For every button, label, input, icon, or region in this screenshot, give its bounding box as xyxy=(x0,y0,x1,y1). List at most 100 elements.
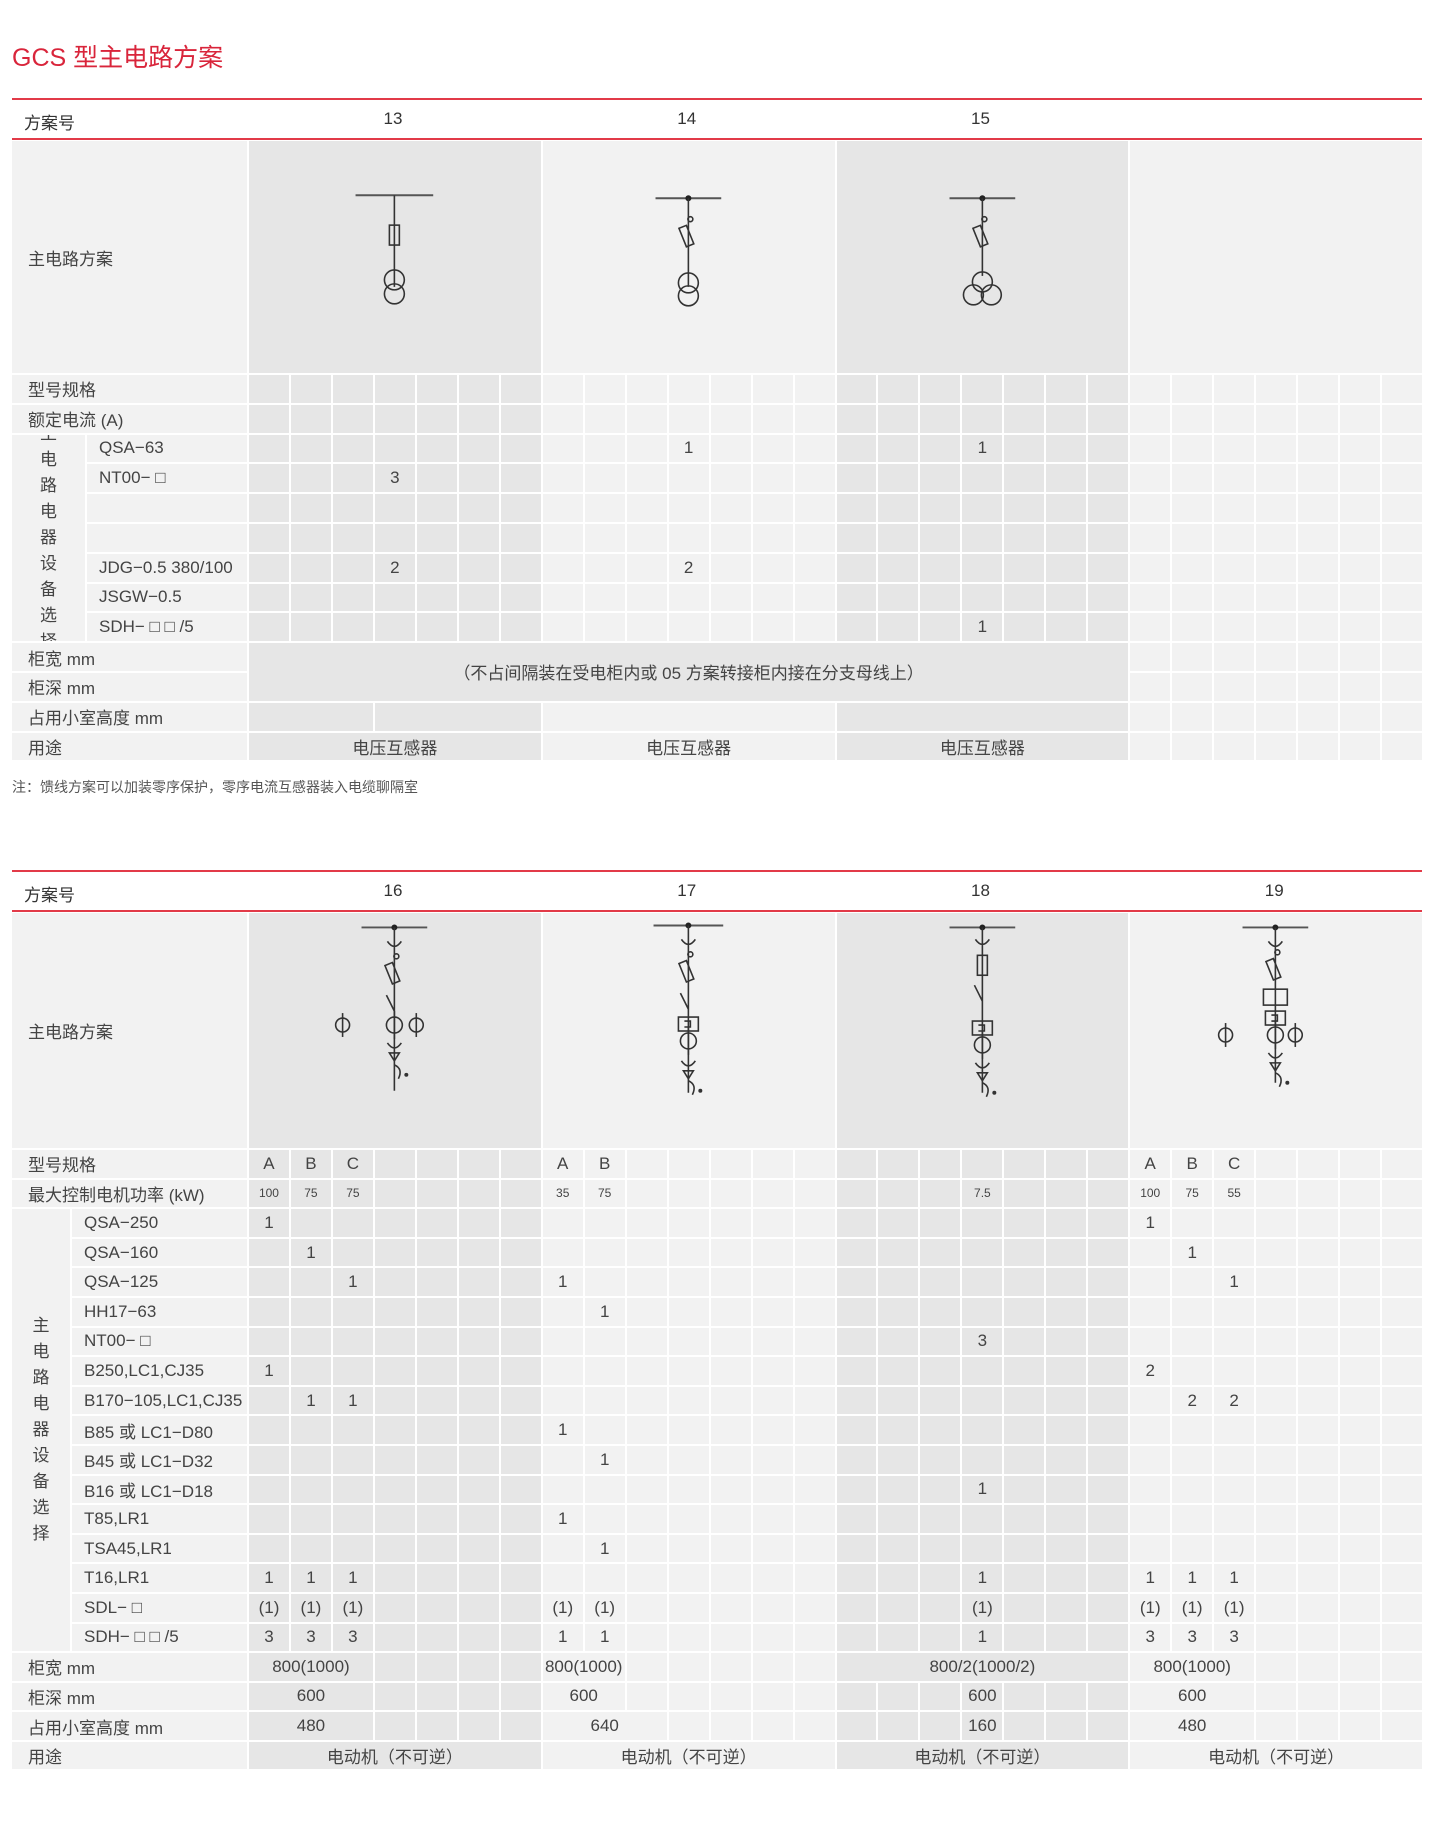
empty-cell xyxy=(836,702,1129,731)
empty-cell xyxy=(836,1268,877,1296)
value-cell: 电动机（不可逆） xyxy=(836,1741,1129,1770)
empty-cell xyxy=(1298,1653,1339,1681)
empty-cell xyxy=(249,1534,289,1563)
empty-cell xyxy=(1298,1179,1339,1208)
empty-cell xyxy=(1256,1416,1297,1444)
row-sublabel xyxy=(87,523,247,552)
empty-cell xyxy=(920,1386,961,1415)
empty-cell xyxy=(794,464,835,493)
empty-cell xyxy=(1046,434,1087,463)
empty-cell xyxy=(878,494,919,522)
empty-cell xyxy=(290,1534,331,1563)
empty-cell xyxy=(249,523,289,552)
empty-cell xyxy=(1340,1416,1381,1444)
empty-cell xyxy=(920,1209,961,1237)
empty-cell xyxy=(1298,1593,1339,1622)
row-label: 用途 xyxy=(12,1741,247,1770)
empty-cell xyxy=(500,1682,541,1711)
empty-cell xyxy=(1172,404,1213,433)
empty-cell xyxy=(500,1238,541,1267)
empty-cell xyxy=(752,1623,793,1652)
empty-cell xyxy=(668,1238,709,1267)
empty-cell xyxy=(1004,434,1045,463)
group-label: 主电路电器设备选择 xyxy=(12,1209,70,1652)
empty-cell xyxy=(1382,1179,1422,1208)
empty-cell xyxy=(542,702,835,731)
scheme-number: 19 xyxy=(1264,881,1284,900)
value-cell: (1) xyxy=(584,1593,625,1622)
empty-cell xyxy=(710,1564,751,1592)
empty-cell xyxy=(626,1445,667,1474)
empty-cell xyxy=(584,434,625,463)
value-cell: 电动机（不可逆） xyxy=(249,1741,541,1770)
empty-cell xyxy=(249,553,289,582)
value-cell: 1 xyxy=(249,1209,289,1237)
empty-cell xyxy=(1088,1712,1129,1740)
empty-cell xyxy=(836,404,877,433)
row-sublabel: NT00− □ xyxy=(87,464,247,493)
empty-cell xyxy=(374,1416,415,1444)
empty-cell xyxy=(1004,1209,1045,1237)
empty-cell xyxy=(836,1564,877,1592)
empty-cell xyxy=(794,1475,835,1504)
empty-cell xyxy=(584,404,625,433)
value-cell: 2 xyxy=(1172,1386,1213,1415)
empty-cell xyxy=(374,523,415,552)
empty-cell xyxy=(1088,613,1129,642)
empty-cell xyxy=(794,375,835,403)
empty-cell xyxy=(416,1179,457,1208)
empty-cell xyxy=(962,1445,1003,1474)
empty-cell xyxy=(1004,553,1045,582)
empty-cell xyxy=(1298,1445,1339,1474)
value-cell: 1 xyxy=(962,1623,1003,1652)
empty-cell xyxy=(878,1179,919,1208)
empty-cell xyxy=(626,1179,667,1208)
empty-cell xyxy=(710,375,751,403)
empty-cell xyxy=(710,613,751,642)
empty-cell xyxy=(1298,1238,1339,1267)
empty-cell xyxy=(836,1357,877,1385)
empty-cell xyxy=(1298,613,1339,642)
empty-cell xyxy=(458,523,499,552)
value-cell: (1) xyxy=(332,1593,373,1622)
value-cell: B xyxy=(584,1150,625,1178)
value-cell: 1 xyxy=(542,1505,583,1533)
empty-cell xyxy=(290,1357,331,1385)
empty-cell xyxy=(710,1653,751,1681)
page-title: GCS 型主电路方案 xyxy=(12,44,224,72)
empty-cell xyxy=(1172,1445,1213,1474)
empty-cell xyxy=(1298,1297,1339,1326)
empty-cell xyxy=(962,1386,1003,1415)
empty-cell xyxy=(332,1297,373,1326)
empty-cell xyxy=(374,1357,415,1385)
empty-cell xyxy=(1172,672,1213,701)
empty-cell xyxy=(752,1209,793,1237)
value-cell: 电动机（不可逆） xyxy=(1130,1741,1422,1770)
empty-cell xyxy=(542,1357,583,1385)
empty-cell xyxy=(1130,1386,1171,1415)
group-label-char: 电 xyxy=(40,449,57,469)
empty-cell xyxy=(1382,1268,1422,1296)
empty-cell xyxy=(1004,1268,1045,1296)
value-cell: 1 xyxy=(290,1238,331,1267)
empty-cell xyxy=(542,553,583,582)
empty-cell xyxy=(584,1416,625,1444)
empty-cell xyxy=(1172,613,1213,642)
value-cell: 600 xyxy=(542,1682,625,1711)
group-label-char: 器 xyxy=(40,527,57,547)
empty-cell xyxy=(1088,1682,1129,1711)
empty-cell xyxy=(920,1475,961,1504)
empty-cell xyxy=(249,1268,289,1296)
empty-cell xyxy=(752,523,793,552)
empty-cell xyxy=(416,523,457,552)
empty-cell xyxy=(416,1505,457,1533)
empty-cell xyxy=(1340,732,1381,761)
empty-cell xyxy=(416,1297,457,1326)
empty-cell xyxy=(1088,1238,1129,1267)
empty-cell xyxy=(1004,375,1045,403)
empty-cell xyxy=(1256,583,1297,612)
empty-cell xyxy=(1298,1150,1339,1178)
empty-cell xyxy=(1046,1357,1087,1385)
row-sublabel: B45 或 LC1−D32 xyxy=(72,1445,247,1474)
